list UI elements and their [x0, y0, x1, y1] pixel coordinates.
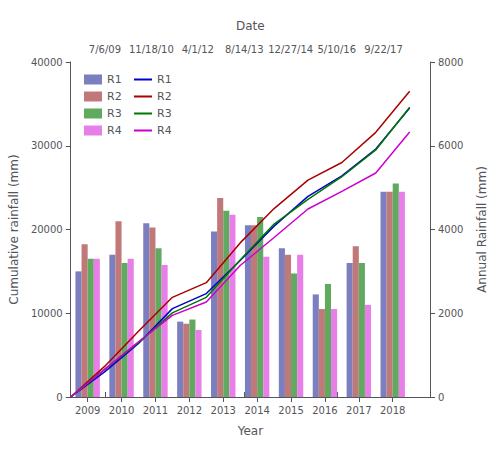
svg-text:10000: 10000 [31, 308, 63, 319]
svg-text:2000: 2000 [438, 308, 463, 319]
svg-text:2014: 2014 [244, 405, 269, 416]
svg-text:8000: 8000 [438, 57, 463, 68]
svg-text:2017: 2017 [346, 405, 371, 416]
svg-text:Cumulative rainfall (mm): Cumulative rainfall (mm) [7, 154, 21, 304]
svg-text:4/1/12: 4/1/12 [182, 44, 214, 55]
svg-text:40000: 40000 [31, 57, 63, 68]
svg-text:2011: 2011 [143, 405, 168, 416]
svg-text:11/18/10: 11/18/10 [129, 44, 174, 55]
svg-text:0: 0 [56, 392, 62, 403]
svg-text:Annual Rainfall (mm): Annual Rainfall (mm) [475, 166, 489, 293]
svg-text:2010: 2010 [109, 405, 134, 416]
svg-text:R1: R1 [157, 73, 172, 86]
svg-text:30000: 30000 [31, 140, 63, 151]
svg-text:7/6/09: 7/6/09 [89, 44, 121, 55]
svg-text:R1: R1 [107, 73, 122, 86]
svg-text:5/10/16: 5/10/16 [318, 44, 357, 55]
svg-text:0: 0 [438, 392, 444, 403]
svg-text:20000: 20000 [31, 224, 63, 235]
svg-text:Year: Year [237, 424, 263, 438]
svg-text:R3: R3 [107, 107, 122, 120]
svg-text:2012: 2012 [177, 405, 202, 416]
svg-text:4000: 4000 [438, 224, 463, 235]
svg-text:6000: 6000 [438, 140, 463, 151]
svg-text:R3: R3 [157, 107, 172, 120]
svg-text:R4: R4 [157, 124, 172, 137]
svg-text:2015: 2015 [278, 405, 303, 416]
svg-text:2009: 2009 [75, 405, 100, 416]
svg-text:8/14/13: 8/14/13 [225, 44, 264, 55]
svg-text:R4: R4 [107, 124, 122, 137]
svg-text:R2: R2 [107, 90, 122, 103]
svg-text:Date: Date [236, 19, 265, 33]
svg-text:R2: R2 [157, 90, 172, 103]
svg-text:2013: 2013 [211, 405, 236, 416]
svg-text:9/22/17: 9/22/17 [364, 44, 403, 55]
svg-text:2016: 2016 [312, 405, 337, 416]
svg-text:2018: 2018 [380, 405, 405, 416]
svg-text:12/27/14: 12/27/14 [268, 44, 313, 55]
